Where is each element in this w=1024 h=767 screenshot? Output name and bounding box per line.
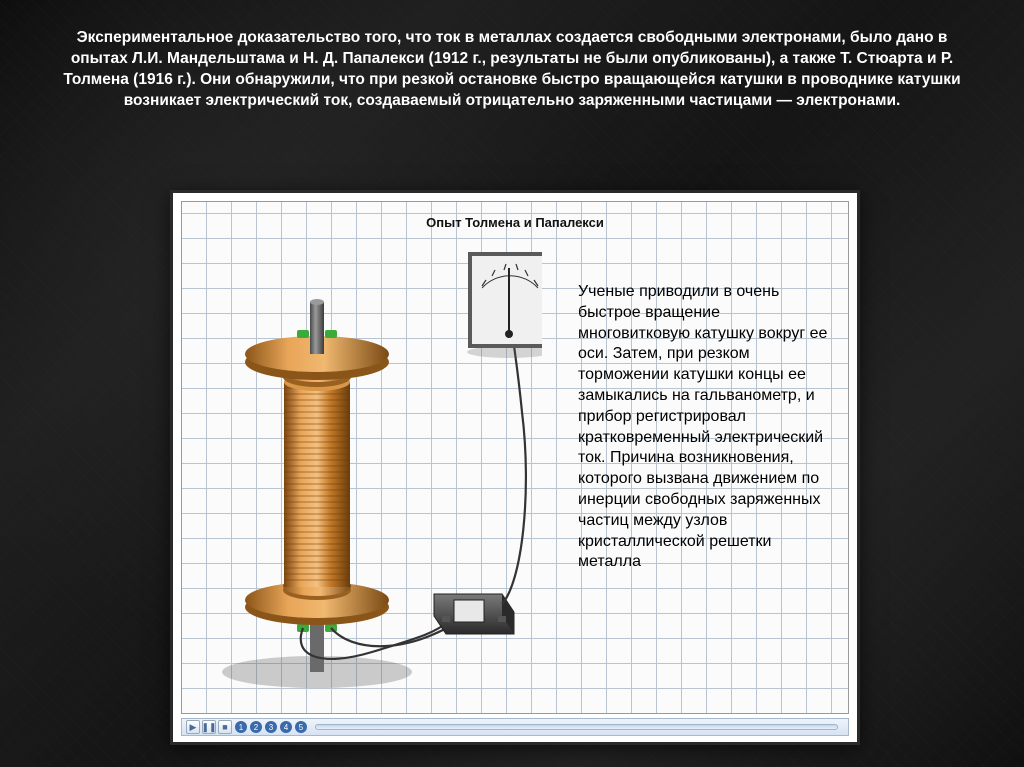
step-3-button[interactable]: 3 — [265, 721, 277, 733]
figure-grid-area: Опыт Толмена и Папалекси — [181, 201, 849, 714]
step-2-button[interactable]: 2 — [250, 721, 262, 733]
step-4-button[interactable]: 4 — [280, 721, 292, 733]
figure-description-text: Ученые приводили в очень быстрое вращени… — [578, 282, 836, 573]
step-5-button[interactable]: 5 — [295, 721, 307, 733]
play-button[interactable]: ▶ — [186, 720, 200, 734]
step-1-button[interactable]: 1 — [235, 721, 247, 733]
pause-button[interactable]: ❚❚ — [202, 720, 216, 734]
apparatus-diagram — [202, 212, 542, 712]
figure-panel: Опыт Толмена и Папалекси — [170, 190, 860, 745]
stop-button[interactable]: ■ — [218, 720, 232, 734]
slide-header-text: Экспериментальное доказательство того, ч… — [60, 28, 964, 112]
progress-track[interactable] — [315, 724, 838, 730]
player-controls: ▶ ❚❚ ■ 1 2 3 4 5 — [181, 718, 849, 736]
